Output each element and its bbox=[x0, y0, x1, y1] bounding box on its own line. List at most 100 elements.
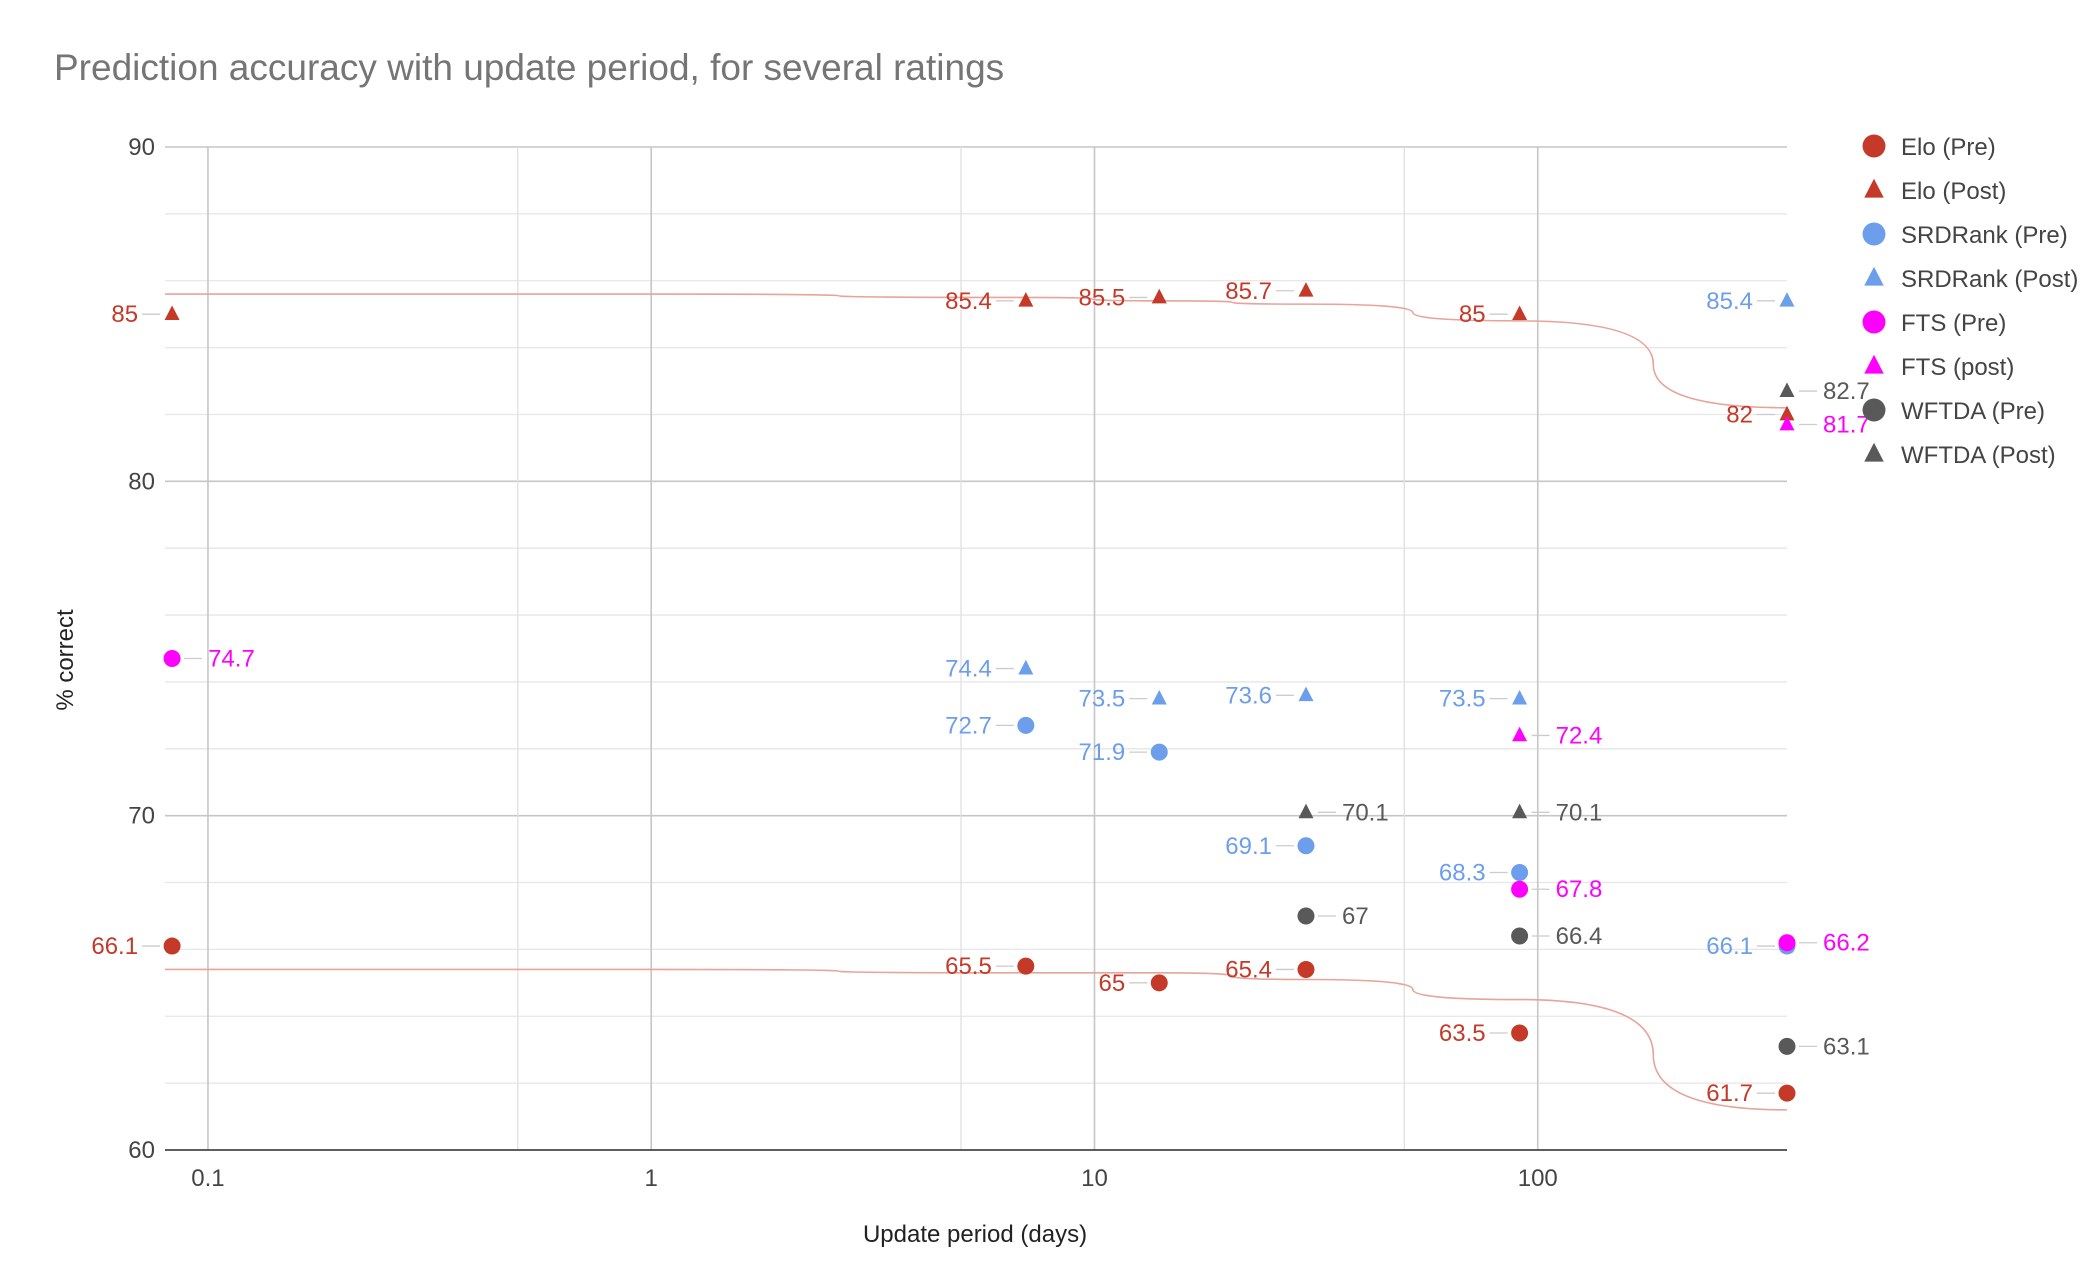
point-elo-post bbox=[1512, 305, 1528, 321]
point-elo-pre bbox=[1511, 1024, 1529, 1042]
data-label-elo-post: 82 bbox=[1726, 401, 1753, 428]
y-tick-label: 90 bbox=[128, 134, 155, 161]
point-srdrank-post bbox=[1151, 689, 1167, 705]
data-label-wftda-pre: 63.1 bbox=[1823, 1033, 1870, 1060]
legend-label-srdrank-post: SRDRank (Post) bbox=[1901, 266, 2078, 293]
data-label-elo-post: 85 bbox=[1459, 301, 1486, 328]
grid bbox=[165, 146, 1787, 1151]
data-label-srdrank-pre: 71.9 bbox=[1079, 739, 1126, 766]
trendline bbox=[164, 968, 1788, 1111]
point-wftda-post bbox=[1512, 803, 1528, 819]
data-label-elo-pre: 63.5 bbox=[1439, 1020, 1486, 1047]
point-elo-post bbox=[1018, 292, 1034, 307]
trendline bbox=[164, 293, 1788, 409]
point-fts-post bbox=[1512, 726, 1528, 742]
y-axis-label: % correct bbox=[52, 609, 79, 711]
x-axis-label: Update period (days) bbox=[863, 1221, 1087, 1248]
y-tick-label: 80 bbox=[128, 468, 155, 495]
point-srdrank-pre bbox=[1297, 837, 1315, 855]
legend-label-elo-pre: Elo (Pre) bbox=[1901, 134, 1996, 161]
point-wftda-pre bbox=[1778, 1037, 1796, 1055]
point-srdrank-post bbox=[1298, 686, 1314, 702]
data-label-srdrank-post: 74.4 bbox=[945, 656, 992, 683]
x-tick-label: 1 bbox=[645, 1165, 658, 1192]
data-label-wftda-post: 70.1 bbox=[1342, 799, 1389, 826]
data-label-fts-post: 81.7 bbox=[1823, 411, 1870, 438]
legend-marker-wftda-post bbox=[1864, 442, 1884, 462]
point-elo-post bbox=[164, 305, 180, 321]
point-elo-pre bbox=[163, 937, 181, 955]
data-label-fts-post: 72.4 bbox=[1556, 722, 1603, 749]
x-tick-label: 10 bbox=[1081, 1165, 1108, 1192]
data-label-elo-post: 85.7 bbox=[1225, 278, 1272, 305]
data-label-fts-pre: 66.2 bbox=[1823, 930, 1870, 957]
legend-marker-wftda-pre bbox=[1862, 398, 1886, 422]
legend-label-srdrank-pre: SRDRank (Pre) bbox=[1901, 222, 2068, 249]
data-label-fts-pre: 67.8 bbox=[1556, 876, 1603, 903]
data-label-elo-post: 85.5 bbox=[1079, 284, 1126, 311]
data-label-elo-pre: 65 bbox=[1099, 970, 1126, 997]
legend-label-wftda-post: WFTDA (Post) bbox=[1901, 442, 2056, 469]
data-label-fts-pre: 74.7 bbox=[208, 646, 255, 673]
data-label-srdrank-pre: 66.1 bbox=[1706, 933, 1753, 960]
data-label-elo-pre: 66.1 bbox=[91, 933, 138, 960]
data-label-srdrank-pre: 72.7 bbox=[945, 712, 992, 739]
data-marks: 66.1 65.5 65 65.4 63.5 61.7 85 85.4 85.5 85.7 85 82… bbox=[91, 278, 1869, 1107]
legend-marker-elo-post bbox=[1864, 178, 1884, 198]
axes: 60 70 80 90 0.1 1 10 100 bbox=[128, 134, 1787, 1192]
data-label-wftda-pre: 67 bbox=[1342, 903, 1369, 930]
legend-label-fts-post: FTS (post) bbox=[1901, 354, 2014, 381]
data-label-srdrank-post: 73.6 bbox=[1225, 682, 1272, 709]
point-elo-post bbox=[1298, 282, 1314, 297]
data-label-elo-pre: 61.7 bbox=[1706, 1080, 1753, 1107]
chart-title: Prediction accuracy with update period, … bbox=[54, 47, 1004, 88]
data-label-elo-post: 85 bbox=[111, 301, 138, 328]
y-tick-label: 60 bbox=[128, 1137, 155, 1164]
data-label-srdrank-post: 73.5 bbox=[1079, 686, 1126, 713]
point-elo-pre bbox=[1017, 957, 1035, 975]
data-label-srdrank-post: 73.5 bbox=[1439, 686, 1486, 713]
point-wftda-pre bbox=[1297, 907, 1315, 925]
legend-marker-srdrank-pre bbox=[1862, 222, 1886, 246]
legend-label-wftda-pre: WFTDA (Pre) bbox=[1901, 398, 2045, 425]
point-srdrank-post bbox=[1779, 292, 1795, 307]
legend-marker-fts-pre bbox=[1862, 310, 1886, 334]
data-label-srdrank-pre: 68.3 bbox=[1439, 860, 1486, 887]
data-label-srdrank-pre: 69.1 bbox=[1225, 833, 1272, 860]
legend-marker-fts-post bbox=[1864, 354, 1884, 374]
point-elo-pre bbox=[1297, 960, 1315, 978]
data-label-wftda-pre: 66.4 bbox=[1556, 923, 1603, 950]
legend: Elo (Pre) Elo (Post) SRDRank (Pre) SRDRank … bbox=[1862, 134, 2078, 469]
point-fts-post bbox=[1779, 415, 1795, 431]
point-srdrank-post bbox=[1512, 689, 1528, 705]
point-fts-pre bbox=[163, 650, 181, 668]
point-wftda-pre bbox=[1511, 927, 1529, 945]
data-label-elo-post: 85.4 bbox=[945, 288, 992, 315]
legend-marker-srdrank-post bbox=[1864, 266, 1884, 286]
point-wftda-post bbox=[1298, 803, 1314, 819]
point-srdrank-pre bbox=[1017, 716, 1035, 734]
point-fts-pre bbox=[1778, 934, 1796, 952]
point-wftda-post bbox=[1779, 382, 1795, 397]
x-tick-label: 100 bbox=[1518, 1165, 1558, 1192]
point-elo-post bbox=[1779, 405, 1795, 421]
legend-label-fts-pre: FTS (Pre) bbox=[1901, 310, 2006, 337]
y-tick-label: 70 bbox=[128, 803, 155, 830]
point-elo-pre bbox=[1150, 974, 1168, 992]
data-label-wftda-post: 82.7 bbox=[1823, 378, 1870, 405]
x-tick-label: 0.1 bbox=[191, 1165, 224, 1192]
data-label-srdrank-post: 85.4 bbox=[1706, 288, 1753, 315]
point-elo-post bbox=[1151, 288, 1167, 304]
legend-label-elo-post: Elo (Post) bbox=[1901, 178, 2006, 205]
point-srdrank-pre bbox=[1150, 743, 1168, 761]
trendlines bbox=[164, 293, 1788, 1111]
data-label-wftda-post: 70.1 bbox=[1556, 799, 1603, 826]
legend-marker-elo-pre bbox=[1862, 134, 1886, 158]
data-label-elo-pre: 65.5 bbox=[945, 953, 992, 980]
point-srdrank-pre bbox=[1511, 864, 1529, 882]
point-elo-pre bbox=[1778, 1084, 1796, 1102]
point-fts-pre bbox=[1511, 880, 1529, 898]
point-srdrank-post bbox=[1018, 659, 1034, 675]
data-label-elo-pre: 65.4 bbox=[1225, 956, 1272, 983]
